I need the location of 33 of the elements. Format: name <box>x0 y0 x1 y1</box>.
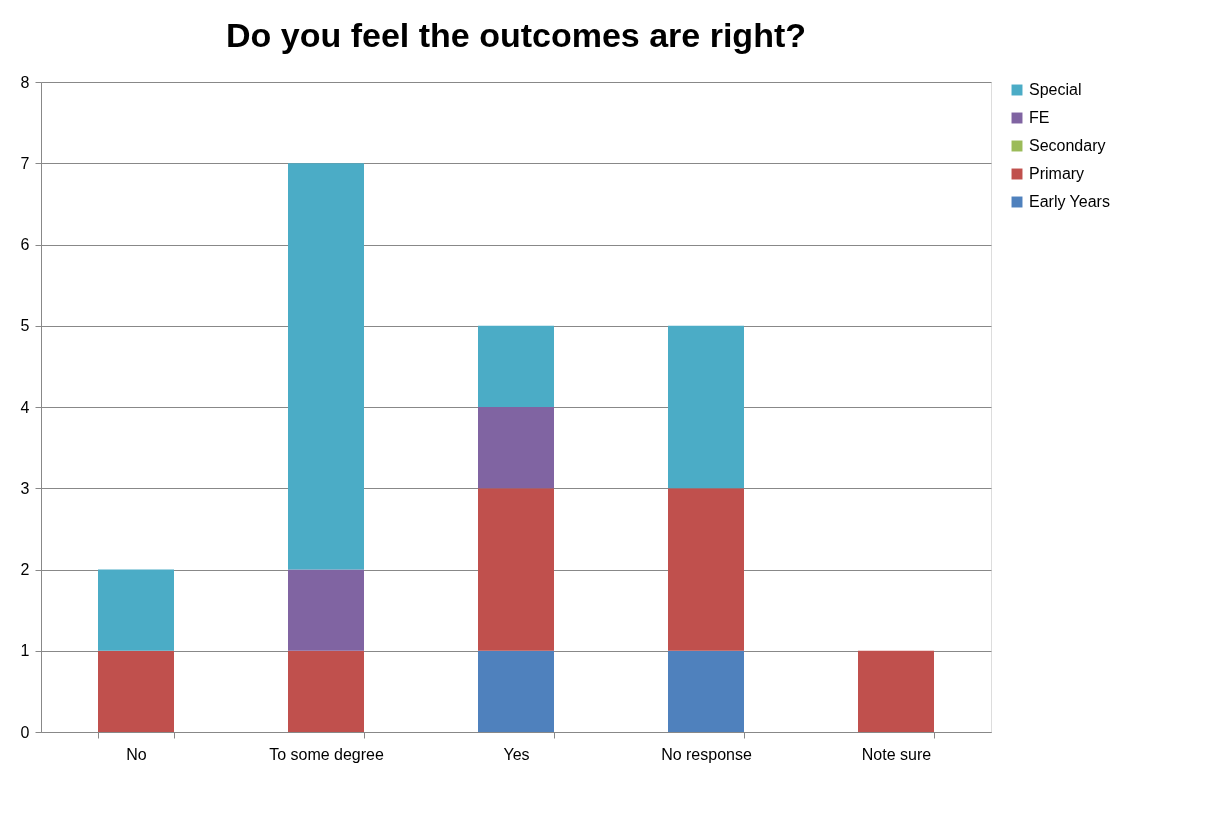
legend-label: FE <box>1029 109 1050 126</box>
bar <box>478 488 554 651</box>
bar <box>478 650 554 732</box>
bar <box>98 650 174 732</box>
legend-label: Primary <box>1029 165 1085 182</box>
y-tick-label: 3 <box>20 479 30 497</box>
y-tick-label: 7 <box>20 154 30 172</box>
bar <box>668 488 744 651</box>
bar <box>668 325 744 489</box>
x-tick-label: Note sure <box>861 745 932 763</box>
bar <box>98 569 174 651</box>
y-tick-label: 0 <box>20 723 30 741</box>
bar <box>858 650 934 732</box>
y-tick-label: 4 <box>20 398 30 416</box>
chart-title: Do you feel the outcomes are right? <box>226 16 806 54</box>
y-tick-label: 8 <box>20 73 30 91</box>
bar <box>288 650 364 732</box>
x-tick-label: No response <box>661 745 752 763</box>
legend-label: Secondary <box>1029 137 1106 154</box>
bar <box>478 407 554 489</box>
x-tick-label: Yes <box>503 745 530 763</box>
legend-label: Early Years <box>1029 193 1110 210</box>
x-tick-label: To some degree <box>269 745 384 763</box>
bar <box>668 650 744 732</box>
x-tick-label: No <box>126 745 147 763</box>
legend-label: Special <box>1029 81 1082 98</box>
y-tick-label: 6 <box>20 236 30 253</box>
y-tick-label: 2 <box>20 561 30 578</box>
bar <box>288 569 364 651</box>
bar <box>288 163 364 570</box>
y-tick-label: 1 <box>20 642 30 660</box>
bar <box>478 325 554 407</box>
y-tick-label: 5 <box>20 317 30 335</box>
